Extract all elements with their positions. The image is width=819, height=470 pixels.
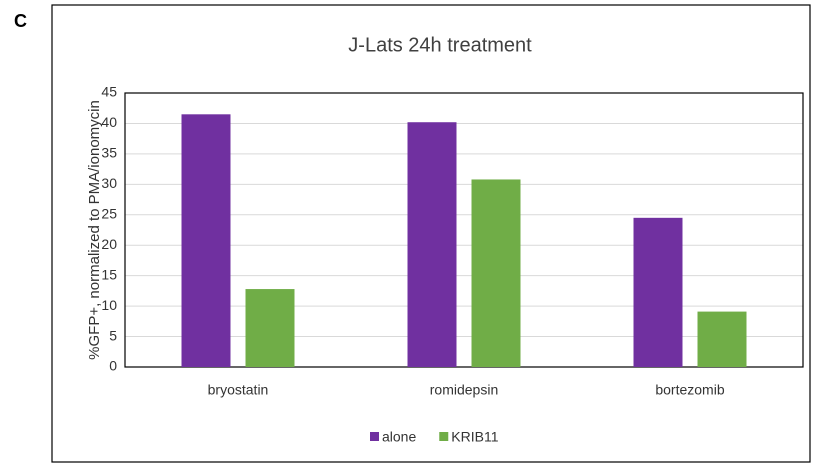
legend-swatch	[370, 432, 379, 441]
bar	[633, 217, 683, 367]
legend-label: alone	[382, 429, 416, 445]
y-tick-label: 40	[101, 114, 117, 130]
bar	[407, 122, 457, 367]
y-tick-label: 45	[101, 84, 117, 100]
y-tick-label: 0	[109, 358, 117, 374]
y-tick-label: 25	[101, 205, 117, 221]
panel-label: C	[14, 11, 27, 31]
y-tick-label: 20	[101, 236, 117, 252]
legend-label: KRIB11	[451, 429, 498, 445]
y-tick-label: 35	[101, 145, 117, 161]
x-tick-label: bortezomib	[655, 382, 724, 398]
y-tick-label: 30	[101, 175, 117, 191]
chart-title: J-Lats 24h treatment	[348, 34, 532, 56]
bar	[245, 289, 295, 367]
y-axis-label: %GFP+, normalized to PMA/ionomycin	[86, 100, 103, 360]
chart-frame	[51, 4, 811, 463]
y-tick-label: 10	[101, 297, 117, 313]
bar	[471, 179, 521, 367]
legend-swatch	[439, 432, 449, 441]
x-tick-label: bryostatin	[208, 382, 269, 398]
y-tick-label: 15	[101, 266, 117, 282]
y-tick-label: 5	[109, 327, 117, 343]
bar	[697, 311, 747, 367]
plot-frame	[124, 92, 804, 368]
x-tick-label: romidepsin	[430, 382, 498, 398]
bar	[181, 114, 231, 367]
